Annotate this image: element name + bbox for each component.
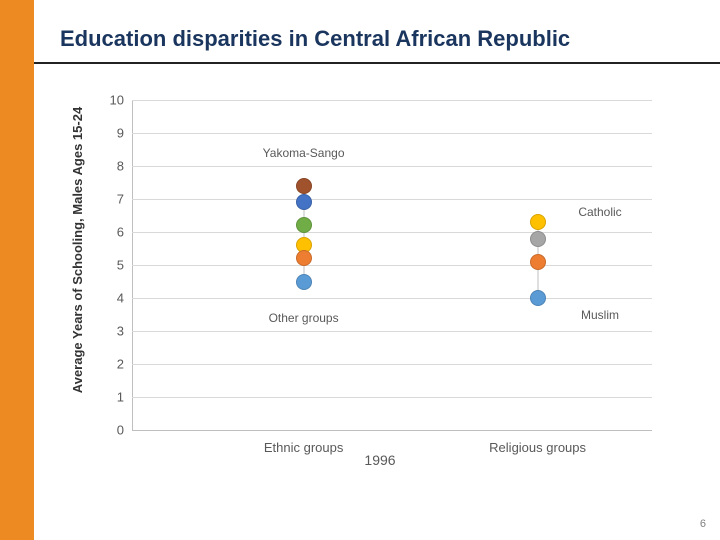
data-point [530,290,546,306]
y-tick-label: 6 [94,225,124,240]
y-tick-label: 1 [94,390,124,405]
gridline [132,133,652,134]
point-annotation: Other groups [269,311,339,325]
slide-title: Education disparities in Central African… [60,26,570,52]
gridline [132,166,652,167]
year-label: 1996 [320,452,440,468]
gridline [132,298,652,299]
data-point [296,178,312,194]
y-tick-label: 2 [94,357,124,372]
gridline [132,199,652,200]
y-tick-label: 4 [94,291,124,306]
data-point [530,231,546,247]
data-point [296,250,312,266]
y-tick-label: 3 [94,324,124,339]
data-point [296,194,312,210]
gridline [132,100,652,101]
data-point [530,254,546,270]
y-tick-label: 5 [94,258,124,273]
y-axis-label: Average Years of Schooling, Males Ages 1… [70,100,85,400]
y-tick-label: 10 [94,93,124,108]
data-point [296,274,312,290]
gridline [132,364,652,365]
page-number: 6 [700,518,706,530]
point-annotation: Catholic [578,205,621,219]
y-tick-label: 0 [94,423,124,438]
gridline [132,331,652,332]
y-tick-label: 9 [94,126,124,141]
gridline [132,265,652,266]
point-annotation: Muslim [581,308,619,322]
x-category-label: Religious groups [458,440,618,455]
accent-sidebar [0,0,34,540]
title-underline [34,62,720,64]
x-axis [132,430,652,431]
plot-area: 012345678910Ethnic groupsReligious group… [132,100,652,430]
gridline [132,397,652,398]
y-tick-label: 8 [94,159,124,174]
data-point [530,214,546,230]
data-point [296,217,312,233]
y-tick-label: 7 [94,192,124,207]
gridline [132,232,652,233]
point-annotation: Yakoma-Sango [263,146,345,160]
education-chart: Average Years of Schooling, Males Ages 1… [60,90,680,480]
